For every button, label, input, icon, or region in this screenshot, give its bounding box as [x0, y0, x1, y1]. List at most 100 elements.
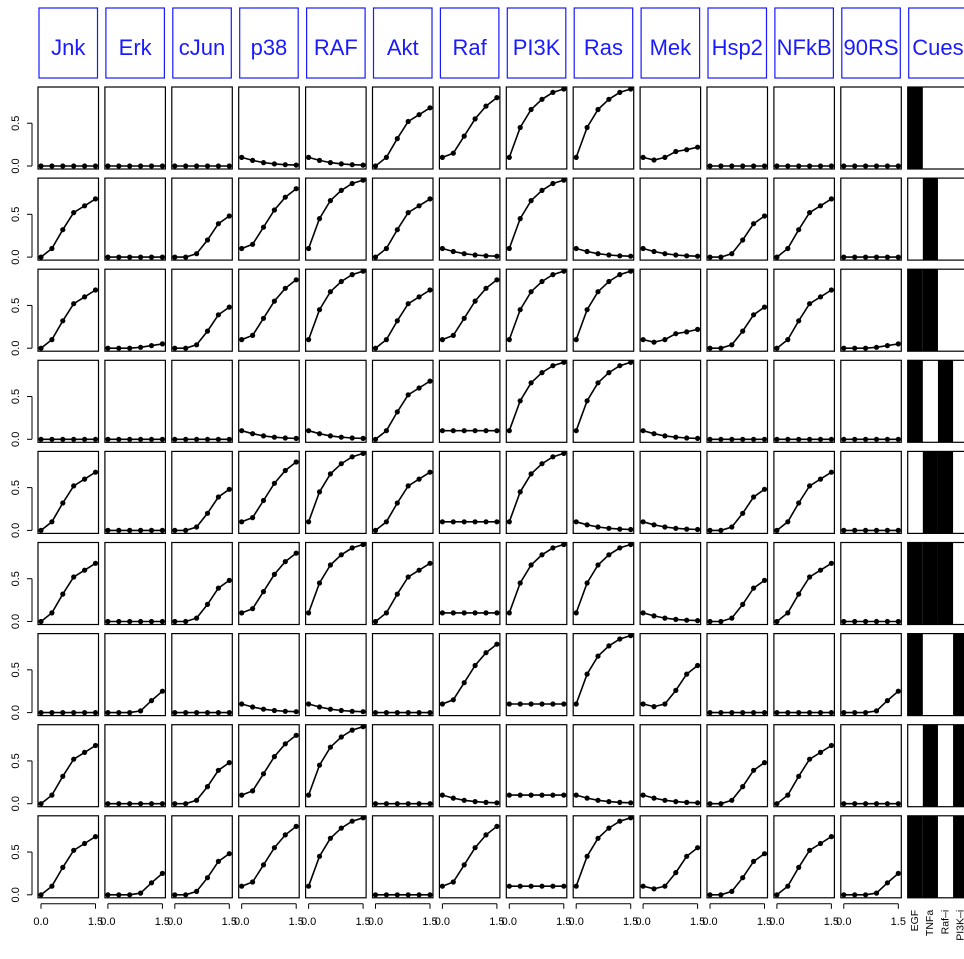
- data-point: [828, 710, 835, 716]
- data-point: [640, 610, 646, 616]
- data-point: [360, 177, 366, 183]
- data-point: [895, 527, 901, 534]
- data-point: [895, 341, 901, 347]
- data-point: [360, 541, 366, 548]
- data-point: [740, 510, 746, 516]
- data-point: [740, 710, 746, 716]
- data-point: [761, 710, 768, 716]
- data-point: [729, 524, 735, 530]
- data-point: [239, 519, 245, 525]
- data-point: [774, 254, 780, 260]
- panel-frame: [773, 450, 836, 534]
- panel-frame: [840, 632, 902, 717]
- data-point: [718, 892, 724, 898]
- data-point: [60, 436, 66, 442]
- data-point: [517, 216, 523, 222]
- data-point: [82, 294, 88, 300]
- data-point: [159, 801, 165, 807]
- data-point: [528, 883, 534, 889]
- data-point: [807, 574, 813, 580]
- data-point: [38, 892, 44, 898]
- data-point: [450, 332, 456, 338]
- data-point: [38, 254, 44, 260]
- data-point: [550, 454, 556, 460]
- x-tick-label: 1.5: [422, 916, 437, 928]
- data-point: [450, 795, 456, 801]
- data-point: [517, 398, 523, 404]
- panel-frame: [505, 177, 568, 261]
- data-point: [718, 527, 724, 534]
- data-point: [394, 318, 400, 324]
- data-point: [338, 161, 344, 167]
- data-point: [884, 436, 891, 442]
- data-point: [394, 591, 400, 597]
- data-point: [584, 398, 590, 404]
- data-point: [707, 527, 713, 534]
- data-point: [127, 892, 133, 898]
- data-point: [416, 385, 422, 391]
- data-point: [774, 527, 780, 534]
- panel-frame: [572, 724, 635, 808]
- data-point: [761, 486, 768, 492]
- panel-frame: [37, 177, 100, 261]
- data-point: [250, 606, 256, 612]
- panel-frame: [104, 541, 167, 626]
- data-point: [71, 301, 77, 307]
- data-point: [895, 688, 901, 694]
- data-point: [394, 136, 400, 142]
- data-point: [427, 892, 433, 898]
- panel-frame: [773, 86, 836, 170]
- data-point: [316, 762, 323, 768]
- data-point: [372, 163, 379, 169]
- data-point: [751, 436, 757, 442]
- data-point: [105, 710, 111, 716]
- x-tick-label: 0.0: [769, 916, 784, 928]
- panel-frame: [505, 541, 568, 626]
- data-point: [561, 359, 567, 365]
- x-tick-label: 1.5: [355, 916, 370, 928]
- cue-label-egf: EGF: [909, 910, 921, 932]
- data-point: [873, 163, 880, 169]
- y-tick-label: 0.5: [10, 298, 22, 313]
- data-point: [640, 792, 646, 798]
- data-point: [684, 671, 690, 677]
- data-point: [796, 591, 802, 597]
- data-point: [517, 883, 523, 889]
- data-point: [405, 118, 411, 125]
- data-point: [817, 294, 824, 300]
- data-point: [550, 363, 556, 369]
- data-point: [863, 254, 869, 260]
- column-header-akt: Akt: [387, 35, 419, 60]
- data-point: [863, 618, 869, 625]
- data-point: [204, 436, 211, 442]
- column-header-raf: Raf: [453, 35, 488, 60]
- data-point: [761, 577, 768, 584]
- panel-frame: [305, 724, 367, 808]
- data-point: [439, 245, 445, 252]
- data-point: [873, 708, 880, 714]
- data-point: [841, 345, 847, 351]
- data-point: [606, 643, 612, 649]
- data-point: [215, 767, 221, 773]
- panel-frame: [572, 359, 635, 443]
- data-point: [807, 163, 813, 169]
- x-tick-label: 1.5: [556, 916, 571, 928]
- data-point: [895, 870, 901, 877]
- panel-frame: [438, 724, 501, 808]
- data-point: [250, 515, 256, 521]
- data-point: [628, 800, 634, 806]
- panel-frame: [639, 724, 702, 808]
- data-point: [327, 160, 333, 166]
- data-point: [372, 892, 379, 898]
- data-point: [172, 892, 178, 898]
- panel-frame: [371, 359, 434, 443]
- data-point: [707, 345, 713, 351]
- data-point: [873, 436, 880, 442]
- data-point: [506, 245, 512, 252]
- data-point: [271, 161, 277, 167]
- data-point: [841, 710, 847, 716]
- data-point: [204, 601, 211, 608]
- data-point: [684, 253, 690, 259]
- data-point: [60, 591, 66, 597]
- data-point: [204, 237, 211, 243]
